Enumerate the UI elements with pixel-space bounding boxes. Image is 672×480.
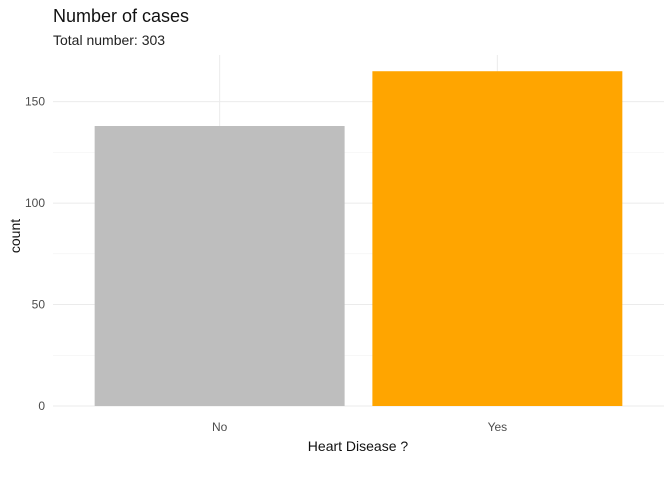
bars [94, 71, 623, 407]
x-tick-label: No [212, 420, 228, 434]
y-tick-label: 100 [25, 196, 45, 210]
chart-title: Number of cases [53, 6, 190, 26]
x-axis-title: Heart Disease ? [308, 438, 409, 454]
y-tick-label: 0 [38, 399, 45, 413]
bar-no [94, 126, 345, 406]
bar-yes [372, 71, 623, 407]
y-axis-title: count [7, 219, 23, 253]
y-tick-label: 150 [25, 95, 45, 109]
x-axis-ticks: No Yes [212, 420, 507, 434]
x-tick-label: Yes [488, 420, 508, 434]
y-axis-ticks: 0 50 100 150 [25, 95, 45, 413]
y-tick-label: 50 [32, 298, 46, 312]
chart-subtitle: Total number: 303 [53, 32, 166, 48]
